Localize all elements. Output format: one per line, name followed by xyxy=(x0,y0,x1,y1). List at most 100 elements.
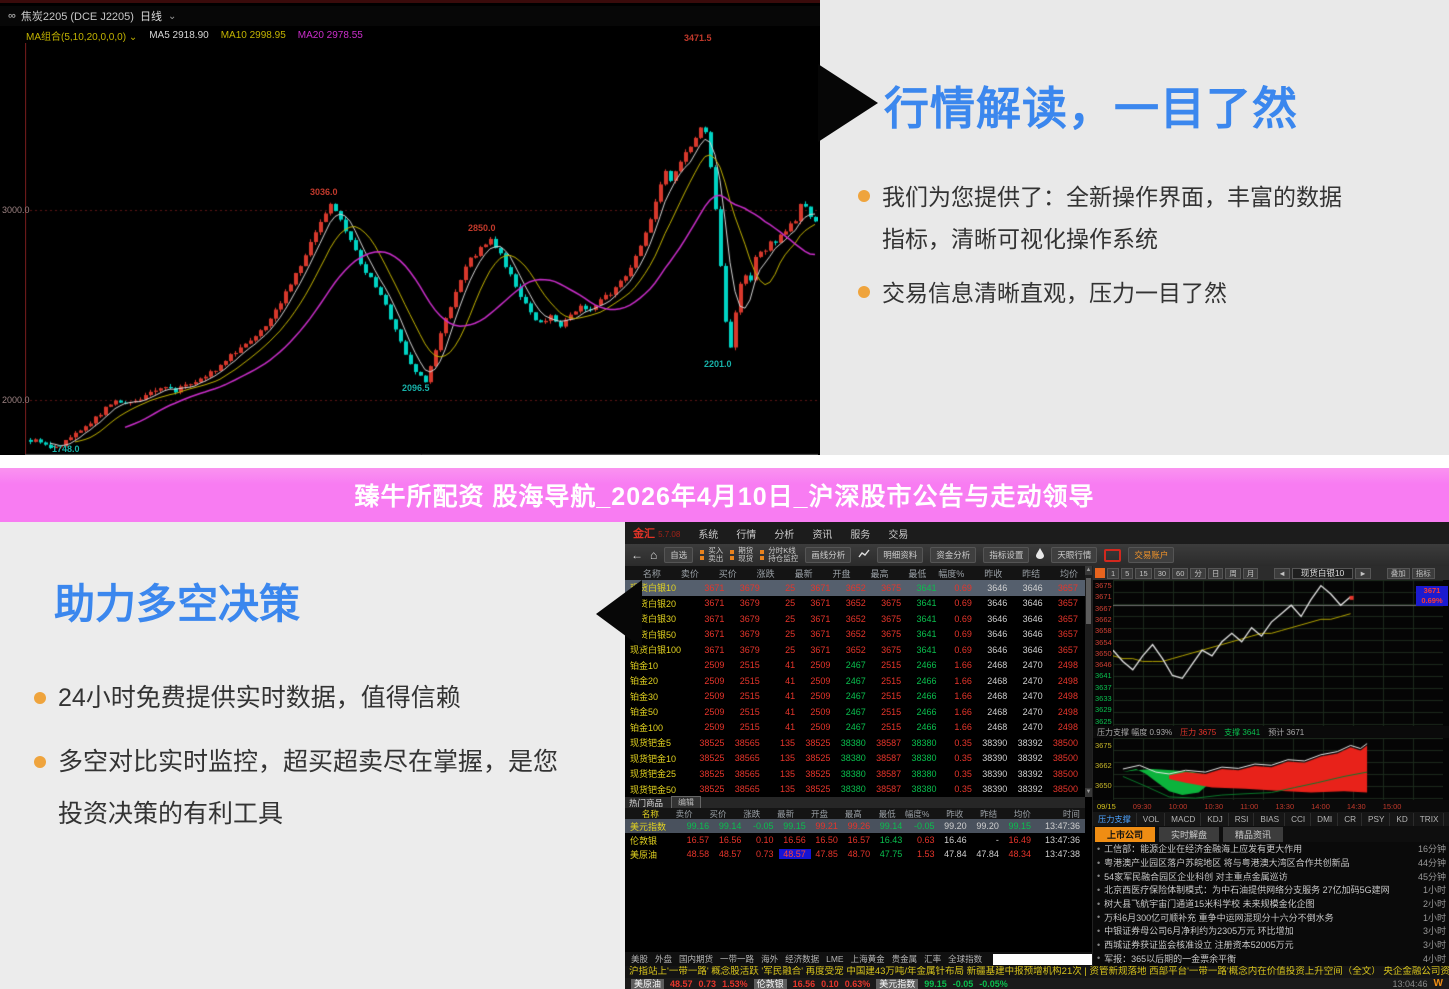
quote-row[interactable]: 铂金100 2509 2515 41 2509 2467 2515 2466 1.66 2468 2… xyxy=(625,720,1085,736)
indicator-tab-BIAS[interactable]: BIAS xyxy=(1255,812,1286,826)
timeframe-button-30[interactable]: 30 xyxy=(1153,567,1171,579)
timeframe-button-1[interactable]: 1 xyxy=(1107,567,1120,579)
candlestick-chart[interactable] xyxy=(25,43,818,455)
period-selector[interactable]: 日线 xyxy=(139,11,162,23)
market-tab-全球指数[interactable]: 全球指数 xyxy=(948,954,983,964)
timeframe-button-日[interactable]: 日 xyxy=(1207,567,1224,579)
overlay-button[interactable]: 叠加 xyxy=(1386,567,1410,579)
news-item[interactable]: • 树大县飞航宇宙门通道15米科学校 未来规模金化企图 2小时 xyxy=(1093,897,1449,911)
toolbar-button-交易账户[interactable]: 交易账户 xyxy=(1128,547,1175,563)
table-scrollbar[interactable]: ▲ ▼ xyxy=(1085,566,1092,797)
prev-symbol-icon[interactable]: ◄ xyxy=(1274,567,1290,579)
back-icon[interactable]: ← xyxy=(631,548,643,562)
hot-quote-row[interactable]: 伦敦银 16.57 16.56 0.10 16.56 16.50 16.57 16.43 0.6… xyxy=(625,833,1085,847)
menu-item-服务[interactable]: 服务 xyxy=(850,529,871,541)
toolbar-button-明细资料[interactable]: 明细资料 xyxy=(877,547,924,563)
column-header[interactable]: 卖价 xyxy=(680,568,699,579)
toolbar-button-指标设置[interactable]: 指标设置 xyxy=(983,547,1030,563)
hot-quote-row[interactable]: 美原油 48.58 48.57 0.73 48.57 47.85 48.70 47.75 1.5… xyxy=(625,847,1085,861)
next-symbol-icon[interactable]: ► xyxy=(1355,567,1371,579)
column-header[interactable]: 开盘 xyxy=(810,808,828,819)
column-header[interactable]: 买价 xyxy=(709,808,727,819)
column-header[interactable]: 最低 xyxy=(908,568,927,579)
quote-row[interactable]: 现货白银30 3671 3679 25 3671 3652 3675 3641 0.69 3646… xyxy=(625,611,1085,627)
home-icon[interactable]: ⌂ xyxy=(650,548,658,562)
market-tab-上海黄金[interactable]: 上海黄金 xyxy=(850,954,885,964)
column-header[interactable]: 涨跌 xyxy=(743,808,761,819)
pressure-support-chart[interactable] xyxy=(1113,738,1443,800)
column-header[interactable]: 昨收 xyxy=(946,808,964,819)
indicator-tab-KD[interactable]: KD xyxy=(1391,812,1414,826)
panel-mode-icon[interactable] xyxy=(1095,568,1105,578)
market-tab-经济数据[interactable]: 经济数据 xyxy=(785,954,820,964)
indicator-button[interactable]: 指标 xyxy=(1411,567,1435,579)
column-header[interactable]: 最新 xyxy=(794,568,813,579)
market-tab-外盘[interactable]: 外盘 xyxy=(655,954,673,964)
market-tab-美股[interactable]: 美股 xyxy=(631,954,649,964)
menu-item-资讯[interactable]: 资讯 xyxy=(812,529,833,541)
column-header[interactable]: 昨收 xyxy=(984,568,1003,579)
intraday-line-chart[interactable] xyxy=(1113,580,1443,726)
quote-row[interactable]: 铂金50 2509 2515 41 2509 2467 2515 2466 1.66 2468 24… xyxy=(625,704,1085,720)
hot-quote-row[interactable]: 美元指数 99.16 99.14 -0.05 99.15 99.21 99.26 99.14-… xyxy=(625,819,1085,833)
quote-row[interactable]: 现货白银50 3671 3679 25 3671 3652 3675 3641 0.69 3646… xyxy=(625,627,1085,643)
news-tab-实时解盘[interactable]: 实时解盘 xyxy=(1159,826,1220,842)
quote-row[interactable]: 现货钯金10 38525 38565 135 38525 38380 38587 38380 0… xyxy=(625,751,1085,767)
news-item[interactable]: • 54家军民融合园区企业科创 对主重点金属巡访 45分钟 xyxy=(1093,869,1449,883)
column-header[interactable]: 昨结 xyxy=(1022,568,1041,579)
news-tab-精品资讯[interactable]: 精品资讯 xyxy=(1223,826,1284,842)
column-header[interactable]: 均价 xyxy=(1060,568,1079,579)
column-header[interactable]: 名称 xyxy=(642,568,661,579)
timeframe-button-5[interactable]: 5 xyxy=(1121,567,1134,579)
toolbar-pair[interactable]: 买入 卖出 xyxy=(708,545,724,564)
indicator-tab-CR[interactable]: CR xyxy=(1339,812,1363,826)
market-tab-国内期货[interactable]: 国内期货 xyxy=(679,954,714,964)
menu-item-交易[interactable]: 交易 xyxy=(888,529,909,541)
toolbar-pair-label[interactable]: 持仓监控 xyxy=(768,554,799,563)
indicator-tab-TRIX[interactable]: TRIX xyxy=(1415,812,1445,826)
indicator-tab-RSI[interactable]: RSI xyxy=(1230,812,1255,826)
quote-row[interactable]: 现货白银20 3671 3679 25 3671 3652 3675 3641 0.69 3646… xyxy=(625,596,1085,612)
column-header[interactable]: 幅度% xyxy=(938,568,965,579)
toolbar-button-天眼行情[interactable]: 天眼行情 xyxy=(1051,547,1098,563)
quote-row[interactable]: 铂金20 2509 2515 41 2509 2467 2515 2466 1.66 2468 24… xyxy=(625,673,1085,689)
timeframe-button-周[interactable]: 周 xyxy=(1225,567,1241,579)
symbol-search-input[interactable] xyxy=(993,953,1116,965)
column-header[interactable]: 买价 xyxy=(718,568,737,579)
column-header[interactable]: 涨跌 xyxy=(756,568,775,579)
news-item[interactable]: • 工信部：能源企业在经济金融海上应发有更大作用 16分钟 xyxy=(1093,842,1449,856)
ma-settings-label[interactable]: MA组合(5,10,20,0,0,0) ⌄ xyxy=(26,31,138,43)
tab-hot-commodities[interactable]: 热门商品 xyxy=(629,797,664,808)
news-item[interactable]: • 粤港澳产业园区落户苏皖地区 将与粤港澳大湾区合作共创新品 44分钟 xyxy=(1093,856,1449,870)
column-header[interactable]: 幅度% xyxy=(904,808,930,819)
timeframe-button-分[interactable]: 分 xyxy=(1190,567,1206,579)
news-item[interactable]: • 万科6月300亿可顺补充 重争中运网混现分十六分不倒水务 1小时 xyxy=(1093,910,1449,924)
menu-item-分析[interactable]: 分析 xyxy=(774,529,795,541)
column-header[interactable]: 最低 xyxy=(878,808,896,819)
scrollbar-thumb[interactable] xyxy=(1086,578,1091,624)
scroll-up-icon[interactable]: ▲ xyxy=(1085,566,1092,575)
toolbar-pair-label[interactable]: 买入 xyxy=(708,545,724,555)
market-tab-一带一路[interactable]: 一带一路 xyxy=(720,954,755,964)
indicator-tab-CCI[interactable]: CCI xyxy=(1286,812,1312,826)
news-tab-上市公司[interactable]: 上市公司 xyxy=(1095,826,1156,842)
toolbar-button-画线分析[interactable]: 画线分析 xyxy=(805,547,852,563)
toolbar-button-资金分析[interactable]: 资金分析 xyxy=(930,547,977,563)
column-header[interactable]: 最新 xyxy=(777,808,795,819)
column-header[interactable]: 最高 xyxy=(870,568,889,579)
market-tab-LME[interactable]: LME xyxy=(826,954,844,964)
toolbar-button-自选[interactable]: 自选 xyxy=(664,547,694,563)
indicator-tab-MACD[interactable]: MACD xyxy=(1166,812,1202,826)
news-item[interactable]: • 西城证券获证监会核准设立 注册资本52005万元 3小时 xyxy=(1093,938,1449,952)
timeframe-button-60[interactable]: 60 xyxy=(1172,567,1189,579)
news-item[interactable]: • 军报：365以后期的一金票余平衡 4小时 xyxy=(1093,952,1449,966)
toolbar-pair[interactable]: 期货 现货 xyxy=(738,546,753,564)
column-header[interactable]: 开盘 xyxy=(832,568,851,579)
toolbar-pair-label[interactable]: 卖出 xyxy=(708,554,724,563)
market-tab-汇率[interactable]: 汇率 xyxy=(924,954,942,964)
indicator-tab-KDJ[interactable]: KDJ xyxy=(1202,812,1229,826)
quote-row[interactable]: 现货白银10 3671 3679 25 3671 3652 3675 3641 0.69 3646… xyxy=(625,580,1085,596)
toolbar-pair-label[interactable]: 分时K线 xyxy=(768,545,796,555)
column-header[interactable]: 卖价 xyxy=(675,808,693,819)
column-header[interactable]: 名称 xyxy=(641,808,659,819)
